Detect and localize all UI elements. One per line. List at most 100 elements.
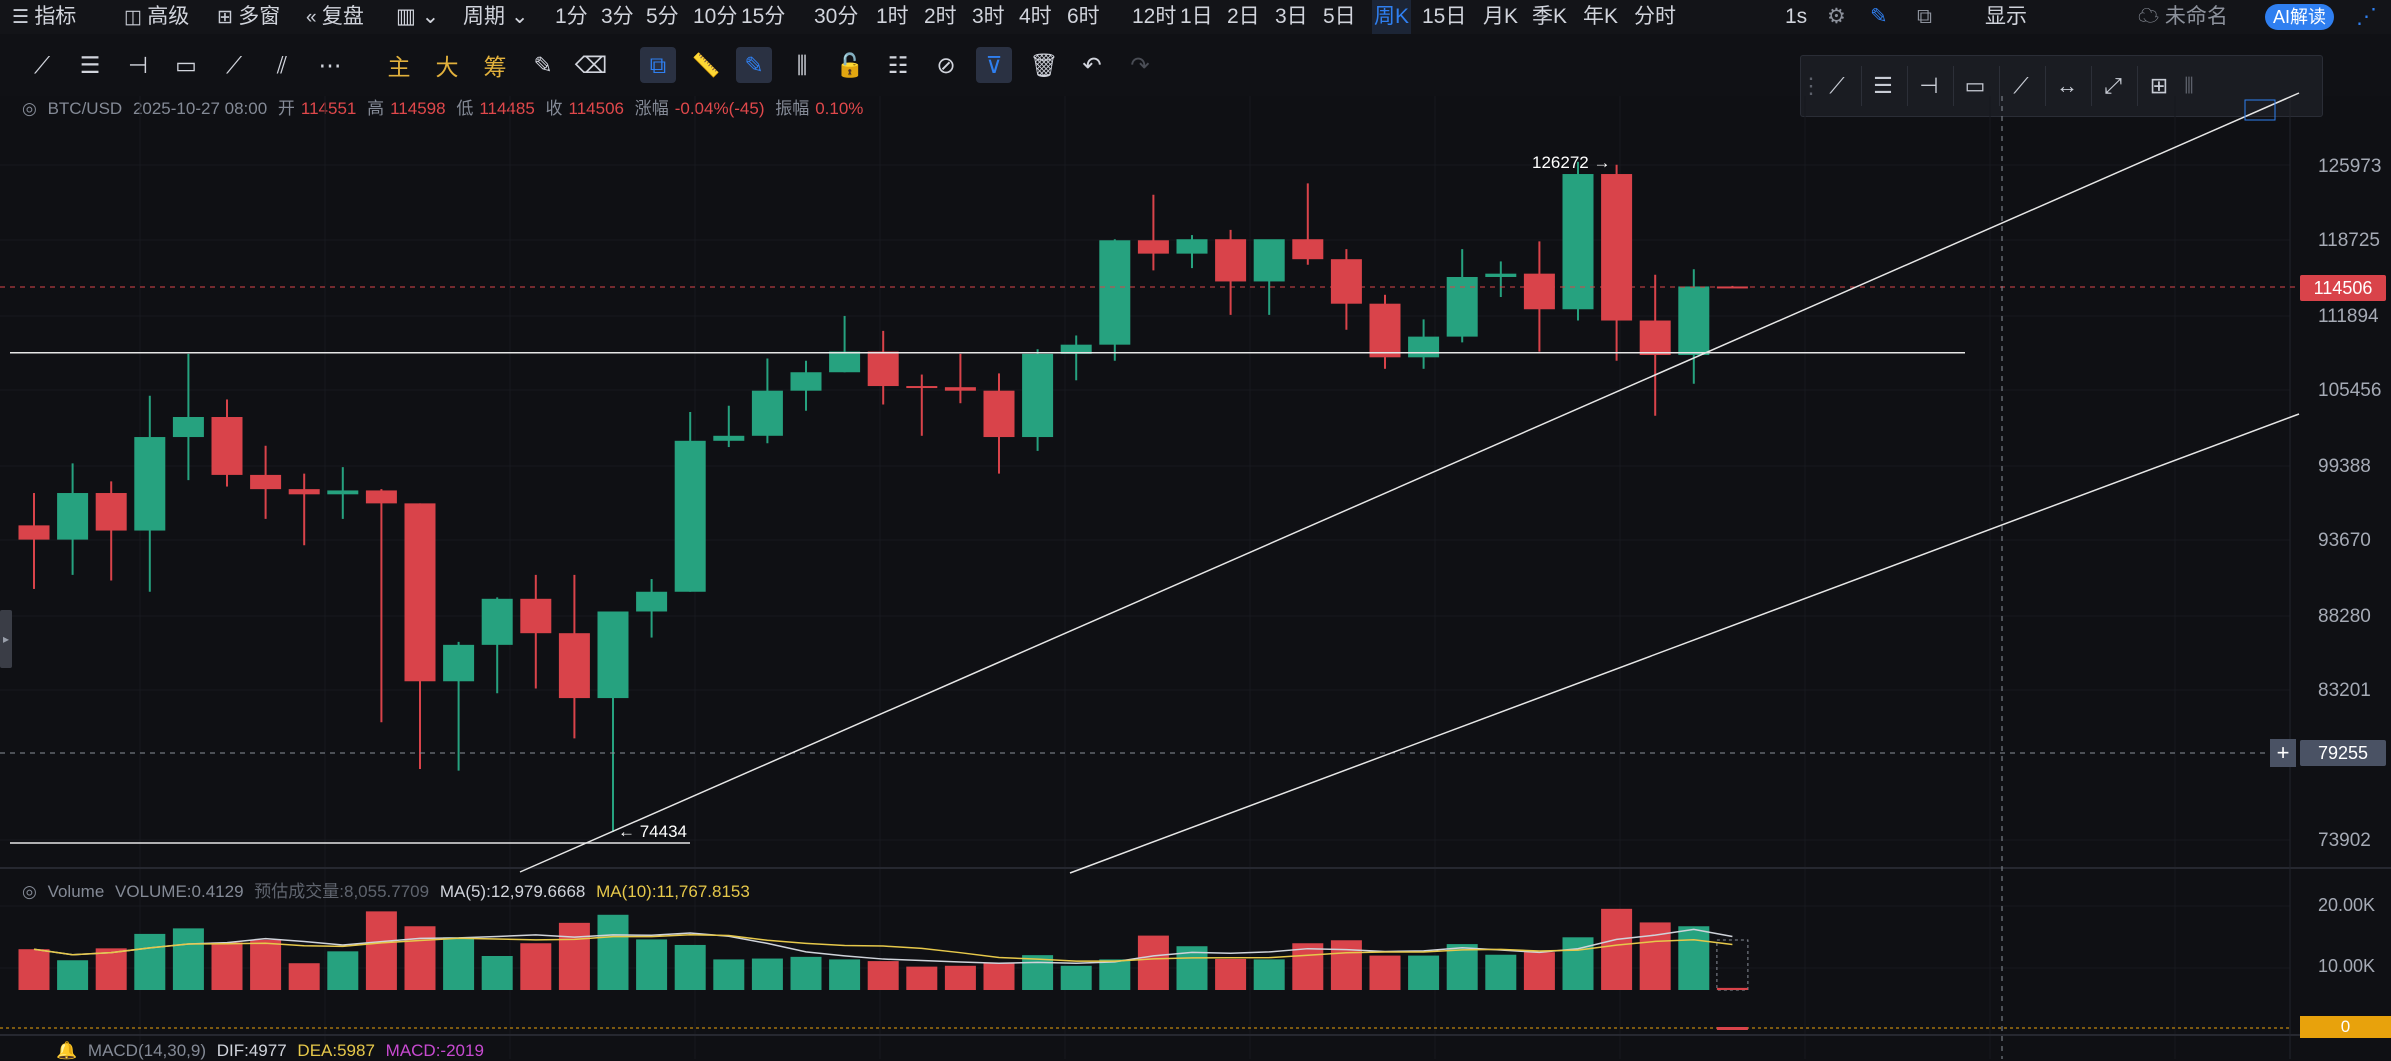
advanced-button[interactable]: ◫ 高级: [124, 5, 190, 28]
trash-icon[interactable]: 🗑: [1029, 51, 1059, 78]
timeframe-18[interactable]: 月K: [1483, 5, 1519, 28]
replay-button[interactable]: « 复盘: [306, 5, 364, 28]
volume-bar: [172, 928, 204, 990]
share-icon[interactable]: ⋰: [2356, 5, 2377, 28]
ruler-icon[interactable]: 📏: [691, 51, 721, 78]
pen-draw-icon[interactable]: ✎: [736, 47, 772, 83]
volume-bar: [481, 956, 513, 990]
timeframe-8[interactable]: 3时: [972, 5, 1005, 28]
magnet-select-icon[interactable]: ⧉: [640, 47, 676, 83]
ai-interpret-button[interactable]: AI解读: [2265, 4, 2335, 30]
edit-icon[interactable]: ✎: [533, 51, 553, 78]
candle-body: [1523, 273, 1555, 310]
timeframe-15[interactable]: 5日: [1323, 5, 1356, 28]
timeframe-6[interactable]: 1时: [876, 5, 909, 28]
speed-label[interactable]: 1s: [1785, 5, 1808, 28]
timeframe-13[interactable]: 2日: [1227, 5, 1260, 28]
filter-icon[interactable]: ⊽: [976, 47, 1012, 83]
collapse-icon[interactable]: ◎: [22, 99, 37, 118]
price-label: 125973: [2318, 156, 2382, 177]
parallel-lines-tool-icon[interactable]: ☰: [1873, 73, 1893, 98]
trend-line-lower: [1069, 413, 2300, 874]
volume-axis-10k: 10.00K: [2318, 956, 2376, 976]
extend-line-tool-icon[interactable]: ⤢: [2104, 73, 2122, 98]
timeframe-19[interactable]: 季K: [1532, 5, 1568, 28]
big-order-button[interactable]: 大: [435, 54, 459, 80]
candle-body: [211, 417, 243, 475]
volume-legend: ◎ Volume VOLUME:0.4129 预估成交量:8,055.7709 …: [22, 882, 750, 901]
note-icon[interactable]: ☷: [887, 51, 909, 78]
h-ray-tool-icon[interactable]: ⊣: [1919, 73, 1939, 98]
timeframe-11[interactable]: 12时: [1132, 5, 1177, 28]
rectangle-tool-icon[interactable]: ▭: [175, 51, 197, 78]
timeframe-21[interactable]: 分时: [1634, 5, 1676, 28]
display-button[interactable]: 显示: [1985, 5, 2027, 28]
candle-body: [250, 474, 282, 490]
close-value: 114506: [568, 99, 624, 118]
indicators-button[interactable]: ☰ 指标: [12, 5, 77, 28]
layout-name-button[interactable]: ☁ 未命名: [2138, 5, 2228, 28]
macd-zero-tag: 0: [2300, 1016, 2391, 1038]
timeframe-7[interactable]: 2时: [924, 5, 957, 28]
candle-body: [1022, 353, 1054, 438]
multiwindow-button[interactable]: ⊞ 多窗: [217, 5, 281, 28]
timeframe-16[interactable]: 周K: [1372, 0, 1412, 34]
macd-legend: 🔔 MACD(14,30,9) DIF:4977 DEA:5987 MACD:-…: [56, 1041, 484, 1060]
more-tools-icon[interactable]: ⋯: [318, 51, 342, 78]
undo-icon[interactable]: ↶: [1082, 51, 1102, 78]
volume-bar: [713, 959, 745, 990]
timeframe-2[interactable]: 5分: [646, 5, 679, 28]
range-tool-icon[interactable]: ↔: [2056, 73, 2078, 98]
indicator-icon: ☰: [12, 7, 35, 28]
parallel-channel-tool-icon[interactable]: ⫽: [276, 51, 288, 78]
settings-icon[interactable]: ⚙: [1827, 5, 1846, 28]
link-icon[interactable]: ⊘: [936, 51, 956, 78]
compare-icon[interactable]: ⫼: [796, 51, 808, 78]
volume-bar: [1099, 959, 1131, 990]
sidebar-toggle-icon[interactable]: ▸: [0, 610, 12, 668]
timeframe-0[interactable]: 1分: [555, 5, 588, 28]
candle-body: [867, 351, 899, 387]
line-tool-icon[interactable]: ⟋: [1829, 73, 1845, 98]
candle-body: [1485, 273, 1517, 277]
bell-icon[interactable]: 🔔: [56, 1041, 78, 1060]
period-dropdown[interactable]: 周期 ⌄: [463, 5, 529, 28]
horizontal-lines-tool-icon[interactable]: ☰: [79, 51, 101, 78]
timeframe-14[interactable]: 3日: [1275, 5, 1308, 28]
volume-bar: [211, 942, 243, 990]
timeframe-1[interactable]: 3分: [601, 5, 634, 28]
lock-icon[interactable]: 🔓: [835, 51, 865, 78]
timeframe-17[interactable]: 15日: [1422, 5, 1467, 28]
timeframe-20[interactable]: 年K: [1583, 5, 1619, 28]
volume-bar: [636, 939, 668, 990]
chart-type-button[interactable]: ▥ ⌄: [396, 0, 439, 34]
redo-icon[interactable]: ↷: [1130, 51, 1150, 78]
trend-line-tool-icon[interactable]: ⟋: [33, 51, 51, 78]
timeframe-10[interactable]: 6时: [1067, 5, 1100, 28]
eraser-icon[interactable]: ⌫: [574, 51, 608, 78]
ray-tool-icon[interactable]: ⟋: [225, 51, 243, 78]
ray-line-tool-icon[interactable]: ⟋: [2013, 73, 2029, 98]
volume-toggle-icon[interactable]: ◎: [22, 882, 37, 901]
timeframe-9[interactable]: 4时: [1019, 5, 1052, 28]
rect-tool-icon[interactable]: ▭: [1964, 73, 1986, 98]
timeframe-5[interactable]: 30分: [814, 5, 859, 28]
panel-grip-icon[interactable]: ⦀: [2184, 73, 2194, 98]
horizontal-ray-tool-icon[interactable]: ⊣: [127, 51, 149, 78]
candle-body: [172, 417, 204, 438]
timeframe-3[interactable]: 10分: [693, 5, 738, 28]
timeframe-4[interactable]: 15分: [741, 5, 786, 28]
candle-body: [1562, 174, 1594, 310]
timeframe-12[interactable]: 1日: [1180, 5, 1213, 28]
add-alert-icon[interactable]: +: [2270, 739, 2296, 767]
chips-button[interactable]: 筹: [483, 54, 507, 80]
main-force-button[interactable]: 主: [387, 54, 411, 80]
volume-bar: [250, 939, 282, 990]
candle-body: [57, 493, 89, 540]
pen-icon[interactable]: ✎: [1870, 5, 1888, 28]
candle-body: [1446, 276, 1478, 337]
drag-handle-icon[interactable]: ⋮: [1800, 73, 1822, 98]
add-tool-icon[interactable]: ⊞: [2149, 73, 2169, 98]
copy-icon[interactable]: ⧉: [1917, 5, 1932, 28]
